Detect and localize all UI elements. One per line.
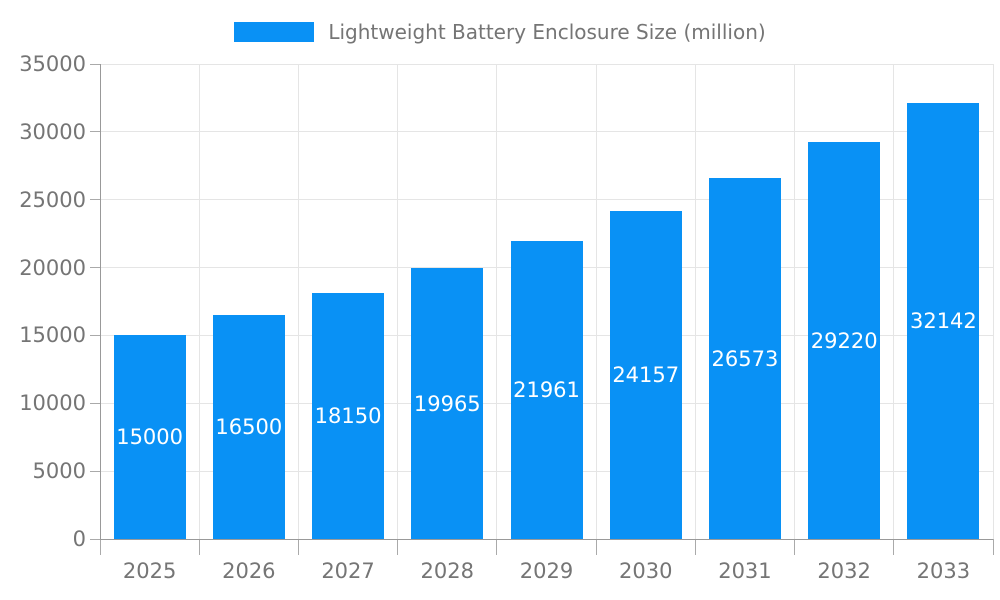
x-axis-tick <box>297 539 299 555</box>
gridline-vertical <box>694 64 696 539</box>
y-axis-tick <box>90 334 100 336</box>
bar[interactable] <box>510 240 583 539</box>
gridline-vertical <box>198 64 200 539</box>
gridline-horizontal <box>100 63 993 65</box>
y-axis-tick-label: 30000 <box>19 119 86 144</box>
y-axis-tick <box>90 470 100 472</box>
y-axis-tick <box>90 63 100 65</box>
x-axis-tick <box>694 539 696 555</box>
y-axis-tick-label: 10000 <box>19 391 86 416</box>
x-axis-line <box>100 538 993 540</box>
x-axis-tick <box>992 539 994 555</box>
y-axis-tick-label: 20000 <box>19 255 86 280</box>
x-axis-tick-label: 2029 <box>519 559 574 583</box>
x-axis-tick-label: 2028 <box>420 559 474 583</box>
bar-value-label: 15000 <box>116 425 184 450</box>
gridline-vertical <box>794 64 796 539</box>
y-axis-tick <box>90 131 100 133</box>
y-axis-line <box>99 64 101 539</box>
gridline-vertical <box>297 64 299 539</box>
x-axis-tick-label: 2026 <box>222 559 276 583</box>
x-axis-tick-label: 2025 <box>122 559 177 583</box>
bar[interactable] <box>907 102 980 539</box>
x-axis-tick <box>397 539 399 555</box>
y-axis-tick <box>90 402 100 404</box>
y-axis-tick-label: 0 <box>72 527 86 551</box>
legend-swatch <box>234 22 315 42</box>
bar[interactable] <box>609 211 682 539</box>
bar-value-label: 21961 <box>513 377 580 402</box>
x-axis-tick-label: 2030 <box>618 559 673 583</box>
y-axis-tick-label: 5000 <box>32 459 86 484</box>
x-axis-tick-label: 2032 <box>817 559 871 583</box>
gridline-horizontal <box>100 199 993 201</box>
legend-label: Lightweight Battery Enclosure Size (mill… <box>328 20 766 44</box>
x-axis-tick <box>794 539 796 555</box>
bar-value-label: 32142 <box>909 308 977 333</box>
x-axis-tick-label: 2033 <box>916 559 971 583</box>
gridline-vertical <box>992 64 994 539</box>
bar[interactable] <box>113 335 186 539</box>
x-axis-tick <box>99 539 101 555</box>
bar-value-label: 29220 <box>810 328 878 353</box>
x-axis-tick <box>198 539 200 555</box>
gridline-horizontal <box>100 131 993 133</box>
bar-value-label: 24157 <box>612 363 680 388</box>
x-axis-tick <box>496 539 498 555</box>
legend[interactable]: Lightweight Battery Enclosure Size (mill… <box>0 20 1000 44</box>
gridline-vertical <box>496 64 498 539</box>
y-axis-tick <box>90 538 100 540</box>
x-axis-tick-label: 2027 <box>321 559 375 583</box>
y-axis-tick-label: 35000 <box>19 52 86 76</box>
bar[interactable] <box>312 292 385 539</box>
x-axis-tick <box>893 539 895 555</box>
x-axis-tick <box>595 539 597 555</box>
bar[interactable] <box>808 142 881 539</box>
bar-value-label: 18150 <box>314 403 382 428</box>
x-axis-tick-label: 2031 <box>718 559 772 583</box>
y-axis-tick <box>90 199 100 201</box>
bar-value-label: 16500 <box>215 415 283 440</box>
bar-value-label: 19965 <box>413 391 481 416</box>
bar[interactable] <box>411 268 484 539</box>
gridline-vertical <box>595 64 597 539</box>
y-axis-tick-label: 15000 <box>19 323 86 348</box>
y-axis-tick <box>90 267 100 269</box>
gridline-vertical <box>893 64 895 539</box>
bar[interactable] <box>708 178 781 539</box>
gridline-vertical <box>397 64 399 539</box>
bar-value-label: 26573 <box>711 346 779 371</box>
bar[interactable] <box>212 315 285 539</box>
y-axis-tick-label: 25000 <box>19 187 86 212</box>
